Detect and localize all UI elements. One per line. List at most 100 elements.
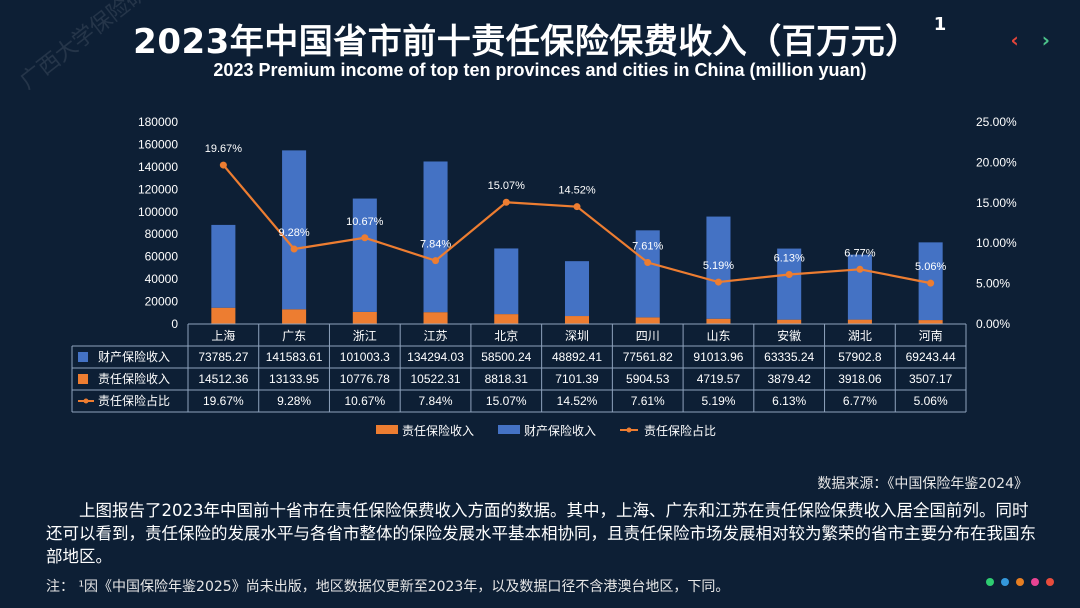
y-right-tick-label: 10.00% — [976, 236, 1017, 250]
table-cell: 6.77% — [843, 394, 877, 408]
ratio-data-label: 7.61% — [632, 241, 663, 253]
ratio-data-label: 5.06% — [915, 261, 946, 273]
slide-nav: ‹ › — [1011, 28, 1050, 52]
table-cell: 15.07% — [486, 394, 527, 408]
prev-arrow-icon[interactable]: ‹ — [1010, 28, 1019, 52]
category-label: 北京 — [494, 329, 518, 343]
table-cell: 63335.24 — [764, 350, 814, 364]
legend-key-swatch — [376, 425, 398, 434]
category-label: 安徽 — [777, 328, 801, 343]
next-arrow-icon[interactable]: › — [1041, 28, 1050, 52]
bar-property — [494, 248, 519, 315]
table-row-header: 责任保险收入 — [98, 371, 170, 386]
table-cell: 91013.96 — [693, 350, 743, 364]
ratio-point — [290, 245, 298, 253]
table-cell: 69243.44 — [906, 350, 956, 364]
legend-label: 责任保险收入 — [402, 423, 474, 438]
category-label: 浙江 — [353, 329, 377, 343]
table-cell: 57902.8 — [838, 350, 882, 364]
decor-dot — [986, 578, 994, 586]
row-key-swatch — [78, 374, 88, 384]
y-left-tick-label: 0 — [171, 317, 178, 331]
bar-property — [352, 198, 377, 312]
y-right-tick-label: 0.00% — [976, 317, 1010, 331]
table-cell: 19.67% — [203, 394, 244, 408]
table-cell: 77561.82 — [623, 350, 673, 364]
table-cell: 9.28% — [277, 394, 311, 408]
footnote-mark: 1 — [933, 14, 947, 35]
bar-liability — [282, 309, 307, 324]
table-cell: 5904.53 — [626, 372, 670, 386]
data-source: 数据来源：《中国保险年鉴2024》 — [817, 476, 1028, 492]
bar-property — [706, 216, 731, 319]
y-right-tick-label: 15.00% — [976, 196, 1017, 210]
page-subtitle: 2023 Premium income of top ten provinces… — [213, 60, 867, 80]
category-label: 山东 — [706, 329, 730, 343]
ratio-point — [361, 234, 369, 242]
decor-dot — [1016, 578, 1024, 586]
bar-liability — [564, 316, 590, 324]
category-label: 广东 — [282, 329, 306, 343]
ratio-point — [573, 203, 581, 211]
ratio-data-label: 10.67% — [346, 216, 384, 228]
table-cell: 58500.24 — [481, 350, 531, 364]
bar-property — [282, 150, 307, 310]
table-cell: 73785.27 — [198, 350, 248, 364]
bar-liability — [847, 319, 872, 324]
table-cell: 8818.31 — [485, 372, 529, 386]
category-label: 深圳 — [565, 329, 589, 343]
y-left-tick-label: 160000 — [138, 137, 178, 151]
y-left-tick-label: 20000 — [145, 295, 179, 309]
y-left-tick-label: 80000 — [145, 227, 179, 241]
ratio-data-label: 5.19% — [703, 260, 734, 272]
table-cell: 14.52% — [557, 394, 598, 408]
table-cell: 7.61% — [631, 394, 665, 408]
decor-dot — [1001, 578, 1009, 586]
ratio-point — [502, 198, 510, 206]
bar-liability — [352, 311, 377, 324]
legend-label: 财产保险收入 — [524, 423, 596, 438]
table-cell: 5.06% — [914, 394, 948, 408]
ratio-point — [432, 257, 440, 265]
table-cell: 3918.06 — [838, 372, 882, 386]
table-cell: 10776.78 — [340, 372, 390, 386]
category-label: 上海 — [211, 328, 235, 343]
ratio-point — [785, 270, 793, 278]
table-cell: 13133.95 — [269, 372, 319, 386]
decor-dot — [1031, 578, 1039, 586]
y-right-tick-label: 20.00% — [976, 155, 1017, 169]
bar-liability — [918, 320, 943, 324]
bar-property — [211, 224, 236, 308]
y-left-tick-label: 100000 — [138, 205, 178, 219]
page-title: 2023年中国省市前十责任保险保费收入（百万元） 1 — [0, 14, 1080, 63]
category-label: 河南 — [919, 328, 943, 343]
ratio-point — [644, 259, 652, 267]
title-text: 2023年中国省市前十责任保险保费收入（百万元） — [133, 22, 920, 62]
table-cell: 48892.41 — [552, 350, 602, 364]
table-cell: 6.13% — [772, 394, 806, 408]
table-cell: 134294.03 — [407, 350, 464, 364]
y-left-tick-label: 140000 — [138, 160, 178, 174]
table-cell: 7.84% — [419, 394, 453, 408]
y-left-tick-label: 60000 — [145, 250, 179, 264]
ratio-point — [856, 265, 864, 273]
decor-dots — [986, 578, 1054, 586]
bar-liability — [423, 312, 448, 324]
bar-property — [635, 230, 660, 318]
bar-property — [777, 248, 802, 320]
category-label: 四川 — [636, 329, 660, 343]
table-cell: 4719.57 — [697, 372, 741, 386]
category-label: 江苏 — [424, 329, 448, 343]
bar-liability — [635, 317, 660, 324]
y-left-tick-label: 180000 — [138, 115, 178, 129]
bar-liability — [777, 319, 802, 324]
ratio-data-label: 7.84% — [420, 239, 451, 251]
table-cell: 3507.17 — [909, 372, 953, 386]
table-cell: 10522.31 — [411, 372, 461, 386]
ratio-point — [714, 278, 722, 286]
ratio-data-label: 6.13% — [774, 252, 805, 264]
ratio-point — [219, 161, 227, 169]
bar-liability — [494, 314, 519, 324]
table-cell: 3879.42 — [767, 372, 811, 386]
row-key-swatch — [78, 352, 88, 362]
